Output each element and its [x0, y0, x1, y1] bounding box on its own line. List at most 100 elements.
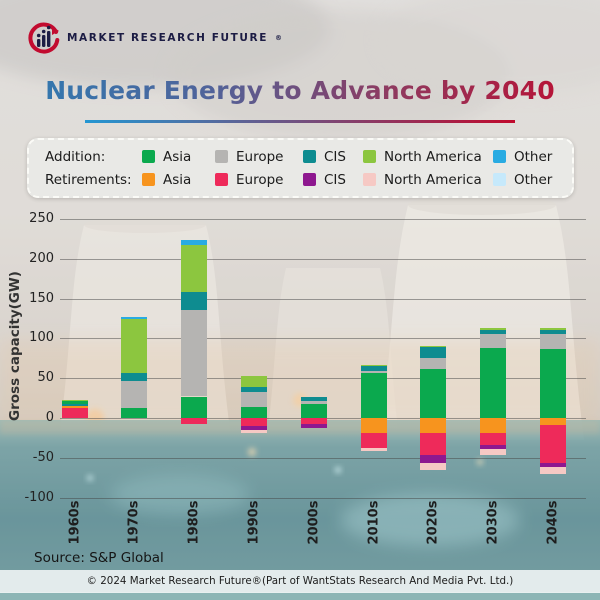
- bar-segment-add_asia-2000s: [300, 403, 327, 418]
- bar-segment-ret_cis-2000s: [300, 423, 327, 428]
- legend-box: Addition: Asia Europe CIS North America Other…: [27, 138, 574, 198]
- legend-swatch-add_europe: [215, 150, 228, 163]
- bottom-strip: [0, 592, 600, 600]
- y-tick-label-50: 50: [37, 370, 54, 386]
- y-tick-label--100: -100: [24, 489, 54, 505]
- page-title: Nuclear Energy to Advance by 2040: [0, 76, 600, 105]
- bar-segment-add_na-1970s: [121, 319, 148, 374]
- bar-segment-add_europe-1990s: [240, 391, 267, 407]
- legend-swatch-add_na: [363, 150, 376, 163]
- bar-segment-ret_europe-1990s: [240, 418, 267, 426]
- bar-segment-add_asia-2020s: [420, 368, 447, 418]
- bar-segment-ret_asia-2010s: [360, 418, 387, 434]
- bar-segment-ret_europe-2010s: [360, 433, 387, 449]
- legend-swatch-ret_cis: [303, 173, 316, 186]
- bar-segment-ret_na-2020s: [420, 463, 447, 470]
- bar-segment-ret_asia-2030s: [480, 418, 507, 434]
- x-tick-label-2040s: 2040s: [545, 500, 561, 545]
- bar-segment-ret_na-2030s: [480, 449, 507, 455]
- light-glow: [110, 475, 250, 515]
- bar-segment-add_cis-1990s: [240, 386, 267, 392]
- bar-segment-ret_asia-1960s: [61, 406, 88, 409]
- bar-segment-add_europe-2020s: [420, 358, 447, 369]
- cooling-tower-rim: [408, 195, 556, 215]
- legend-item-add_na: North America: [363, 149, 493, 165]
- legend-item-ret_europe: Europe: [215, 172, 303, 188]
- legend-item-ret_asia: Asia: [142, 172, 215, 188]
- brand-logo: MARKET RESEARCH FUTURE ®: [28, 22, 282, 54]
- bar-segment-ret_na-1990s: [240, 429, 267, 434]
- bar-segment-add_cis-2030s: [480, 329, 507, 335]
- smoke-cloud: [380, 0, 600, 95]
- legend-swatch-add_other: [493, 150, 506, 163]
- y-tick-label-250: 250: [29, 211, 54, 226]
- grid-line--50: [60, 457, 586, 459]
- legend-row-label: Addition:: [45, 148, 106, 165]
- bar-segment-add_na-2020s: [420, 345, 447, 348]
- legend-item-add_cis: CIS: [303, 149, 363, 165]
- horizon-glow: [0, 420, 600, 434]
- legend-swatch-add_asia: [142, 150, 155, 163]
- bar-segment-ret_asia-2040s: [539, 418, 566, 426]
- bar-segment-add_other-1970s: [121, 316, 148, 320]
- legend-item-add_asia: Asia: [142, 149, 215, 165]
- bar-segment-add_na-1990s: [240, 375, 267, 387]
- legend-swatch-ret_asia: [142, 173, 155, 186]
- footer-copyright: © 2024 Market Research Future®(Part of W…: [0, 570, 600, 593]
- grid-line-250: [60, 219, 586, 220]
- source-note: Source: S&P Global: [34, 550, 164, 566]
- bar-segment-add_na-2030s: [480, 328, 507, 330]
- x-tick-label-2030s: 2030s: [485, 500, 501, 545]
- grid-line--100: [60, 497, 586, 499]
- legend-label: Other: [514, 171, 553, 188]
- legend-label: Other: [514, 148, 553, 165]
- legend-label: Asia: [163, 148, 192, 165]
- bar-segment-add_asia-1970s: [121, 407, 148, 418]
- bar-segment-add_europe-2030s: [480, 334, 507, 348]
- light-dot: [477, 459, 483, 465]
- bar-segment-add_other-1980s: [181, 240, 208, 246]
- x-tick-label-1990s: 1990s: [246, 500, 262, 545]
- y-tick-label--50: -50: [32, 449, 54, 465]
- bar-segment-add_na-2040s: [539, 328, 566, 330]
- legend-label: Europe: [236, 148, 284, 165]
- bar-segment-add_asia-2040s: [539, 348, 566, 418]
- bar-segment-ret_na-2010s: [360, 448, 387, 452]
- grid-line-150: [60, 298, 586, 300]
- bar-segment-ret_cis-2020s: [420, 455, 447, 464]
- bar-segment-add_cis-1980s: [181, 292, 208, 310]
- x-tick-label-2010s: 2010s: [366, 500, 381, 545]
- bar-segment-ret_cis-2030s: [480, 445, 507, 450]
- bar-segment-add_cis-1970s: [121, 373, 148, 381]
- bar-segment-ret_asia-2020s: [420, 418, 447, 434]
- legend-label: North America: [384, 148, 482, 165]
- grid-line-100: [60, 338, 586, 340]
- bar-segment-ret_europe-2030s: [480, 433, 507, 446]
- bar-segment-ret_europe-2040s: [539, 425, 566, 463]
- bar-segment-ret_europe-2000s: [300, 418, 327, 424]
- bar-segment-add_asia-2030s: [480, 347, 507, 418]
- bar-segment-ret_cis-1990s: [240, 425, 267, 430]
- x-tick-label-2020s: 2020s: [425, 500, 441, 545]
- legend-swatch-ret_europe: [215, 173, 228, 186]
- bar-segment-ret_europe-2020s: [420, 433, 447, 456]
- bar-segment-add_na-1960s: [61, 399, 88, 402]
- y-tick-label-150: 150: [29, 290, 54, 306]
- bar-segment-add_europe-2000s: [300, 401, 327, 404]
- bar-segment-add_cis-2040s: [539, 329, 566, 335]
- legend-label: Europe: [236, 171, 284, 188]
- bar-segment-add_europe-2040s: [539, 334, 566, 349]
- light-dot: [87, 475, 93, 481]
- bar-segment-ret_europe-1960s: [61, 408, 88, 418]
- light-dot: [248, 448, 256, 456]
- bar-segment-add_europe-1980s: [181, 309, 208, 397]
- legend-label: Asia: [163, 171, 192, 188]
- light-glow: [340, 494, 520, 546]
- bar-segment-add_cis-1960s: [61, 403, 88, 407]
- logo-icon: [28, 22, 60, 54]
- bar-segment-add_na-2010s: [360, 364, 387, 367]
- y-tick-label-100: 100: [29, 330, 54, 346]
- legend-swatch-ret_na: [363, 173, 376, 186]
- bar-segment-ret_na-2040s: [539, 466, 566, 474]
- title-underline: [85, 120, 515, 123]
